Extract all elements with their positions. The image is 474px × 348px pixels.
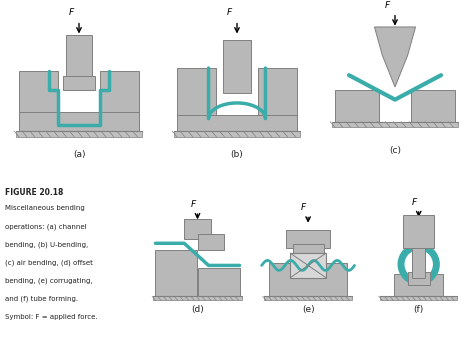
Bar [412,244,425,278]
Text: Symbol: F = applied force.: Symbol: F = applied force. [5,314,97,320]
Bar [412,234,425,278]
Bar [153,296,242,300]
Polygon shape [374,27,416,87]
Bar [198,268,239,296]
Bar [177,68,217,131]
Text: FIGURE 20.18: FIGURE 20.18 [5,188,63,197]
Text: Miscellaneous bending: Miscellaneous bending [5,205,84,211]
Text: operations: (a) channel: operations: (a) channel [5,223,86,230]
Bar [408,272,430,285]
Text: (a): (a) [73,150,85,159]
Bar [286,230,330,248]
Text: and (f) tube forming.: and (f) tube forming. [5,296,78,302]
Bar [19,71,58,131]
Text: (f): (f) [414,305,424,314]
Text: (c) air bending, (d) offset: (c) air bending, (d) offset [5,260,92,266]
Bar [403,217,434,237]
Bar [198,235,224,250]
Text: bending, (b) U-bending,: bending, (b) U-bending, [5,242,88,248]
Bar [269,263,347,296]
Text: (e): (e) [302,305,314,314]
Text: (c): (c) [389,146,401,155]
Bar [174,131,300,137]
Text: $F$: $F$ [226,7,233,17]
Bar [411,90,455,122]
Bar [155,250,198,296]
Bar [403,215,434,248]
Bar [16,131,142,137]
Bar [19,112,139,131]
Bar [184,219,211,239]
Bar [223,40,251,93]
Text: $F$: $F$ [68,7,75,17]
Bar [291,253,326,278]
Text: $F$: $F$ [384,0,391,10]
Bar [264,296,352,300]
Text: bending, (e) corrugating,: bending, (e) corrugating, [5,278,92,284]
Bar [63,76,95,90]
Text: (d): (d) [191,305,204,314]
Bar [257,68,297,131]
Bar [100,71,139,131]
Bar [380,296,457,300]
Bar [335,90,379,122]
Bar [394,274,443,296]
Bar [292,244,324,255]
Text: $F$: $F$ [301,201,308,212]
Text: $F$: $F$ [411,196,418,207]
Text: (b): (b) [231,150,243,159]
Bar [66,35,91,79]
Bar [177,116,297,131]
Bar [332,122,458,127]
Text: $F$: $F$ [190,198,197,209]
